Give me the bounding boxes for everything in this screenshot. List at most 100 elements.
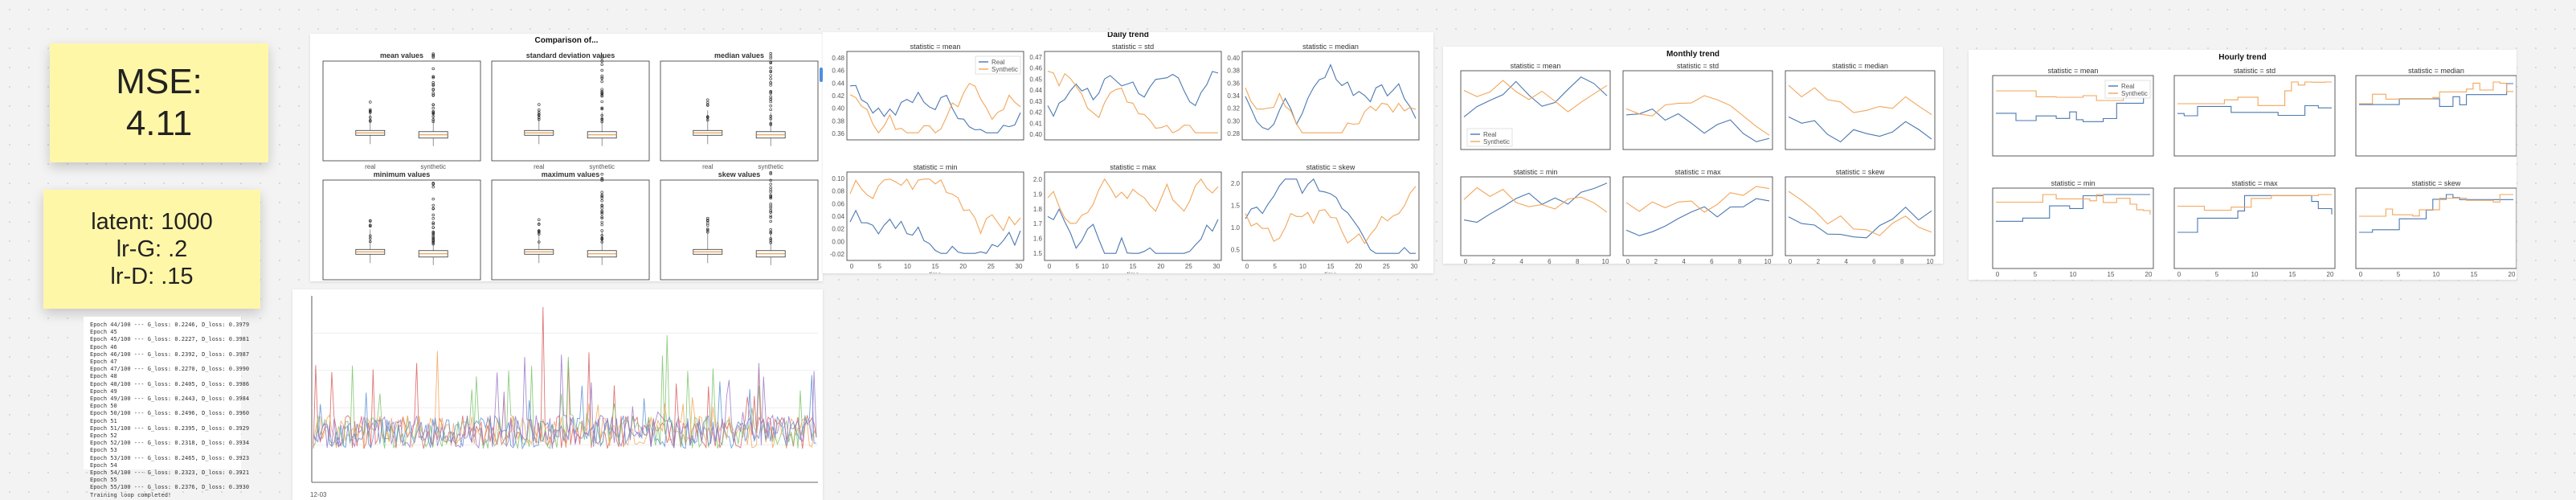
trend-axes	[2355, 75, 2517, 157]
trend-xtick: 20	[1157, 263, 1164, 270]
boxplot-outlier	[538, 109, 541, 112]
trend-xtick: 0	[2177, 271, 2181, 278]
trend-xtick: 5	[2215, 271, 2219, 278]
boxplot-axes	[660, 60, 819, 162]
trend-ytick: 0.42	[1029, 109, 1042, 117]
boxplot-outlier	[431, 111, 435, 115]
synthetic-series-line	[1625, 95, 1770, 136]
trend-ytick: 1.6	[1033, 236, 1043, 243]
boxplot-outlier	[769, 178, 772, 182]
trend-ytick: 0.38	[1227, 68, 1240, 75]
boxplot-outlier	[431, 110, 435, 113]
boxplot-outlier	[600, 63, 603, 67]
trend-ytick: 0.40	[1227, 55, 1240, 62]
params-note[interactable]: latent: 1000 lr-G: .2 lr-D: .15	[43, 190, 260, 309]
boxplot-outlier	[431, 203, 435, 207]
synthetic-series-line	[1625, 186, 1770, 213]
boxplot-outlier	[431, 226, 435, 229]
boxplot-outlier	[600, 178, 603, 182]
boxplot-axes	[660, 179, 819, 281]
boxplot-outlier	[538, 240, 541, 244]
trend-xtick: 20	[959, 263, 967, 270]
boxplot-outlier	[769, 228, 772, 232]
boxplot-outlier	[369, 234, 372, 238]
boxplot-outlier	[769, 203, 772, 206]
log-line: Epoch 51	[90, 417, 117, 424]
trend-xlabel: time	[1126, 271, 1139, 273]
trend-ytick: 1.5	[1033, 250, 1043, 257]
boxplot-outlier	[769, 108, 772, 112]
trend-xtick: 4	[1682, 258, 1686, 264]
real-series-line	[1047, 71, 1219, 117]
trend-xtick: 20	[2327, 271, 2334, 278]
trend-axes	[1992, 75, 2154, 157]
mse-value: 4.11	[125, 104, 193, 143]
boxplot-outlier	[600, 240, 603, 244]
trend-subtitle: statistic = median	[2408, 67, 2464, 75]
boxplot-outlier	[600, 113, 603, 117]
legend-label: Synthetic	[2121, 90, 2148, 97]
legend-label: Real	[992, 59, 1005, 66]
boxplot-subtitle: minimum values	[374, 170, 431, 178]
trend-xtick: 25	[987, 263, 995, 270]
real-series-line	[2177, 105, 2332, 117]
boxplot-outlier	[769, 89, 772, 93]
boxplot-outlier	[600, 120, 603, 124]
boxplot-outlier	[600, 236, 603, 240]
mse-note[interactable]: MSE: 4.11	[50, 43, 268, 162]
log-lines: Epoch 44/100 --- G_loss: 0.2246, D_loss:…	[90, 322, 250, 499]
synthetic-series-line	[1788, 191, 1932, 236]
timeseries-image[interactable]: 12-03	[292, 289, 823, 500]
trend-ytick: 1.7	[1033, 220, 1043, 227]
boxplot-outlier	[369, 111, 372, 114]
trend-xtick: 20	[1355, 263, 1362, 270]
trend-xtick: 20	[2509, 271, 2516, 278]
boxplot-comparison-image[interactable]: Comparison of... mean values real syntheti…	[310, 34, 823, 281]
resize-handle[interactable]	[820, 68, 823, 82]
monthly-trend-image[interactable]: Monthly trend statistic = mean Real Synthe…	[1443, 47, 1943, 264]
boxplot-outlier	[600, 92, 603, 95]
log-line: Epoch 55/100 --- G_loss: 0.2376, D_loss:…	[90, 484, 250, 491]
boxplot-outlier	[706, 219, 709, 222]
trend-axes	[1044, 171, 1222, 261]
boxplot-outlier	[769, 105, 772, 108]
trend-subtitle: statistic = skew	[2412, 179, 2461, 187]
trend-axes	[2173, 75, 2336, 157]
trend-xlabel: time	[2430, 279, 2443, 280]
boxplot-outlier	[600, 88, 603, 91]
boxplot-outlier	[769, 194, 772, 197]
synthetic-series-line	[2177, 194, 2332, 211]
training-log[interactable]: Epoch 44/100 --- G_loss: 0.2246, D_loss:…	[84, 317, 249, 498]
boxplot-outlier	[769, 204, 772, 207]
trend-ytick: 0.06	[832, 200, 844, 207]
monthly-trend-title: Monthly trend	[1666, 50, 1719, 59]
real-series-line	[849, 209, 1021, 254]
boxplot-outlier	[600, 229, 603, 232]
boxplot-outlier	[369, 224, 372, 228]
boxplot-outlier	[769, 186, 772, 190]
boxplot-outlier	[769, 170, 772, 174]
trend-ytick: 2.0	[1033, 176, 1043, 183]
boxplot-outlier	[600, 234, 603, 237]
boxplot-outlier	[369, 236, 372, 240]
log-line: Epoch 45/100 --- G_loss: 0.2227, D_loss:…	[90, 336, 250, 343]
boxplot-outlier	[431, 103, 435, 107]
boxplot-outlier	[431, 240, 435, 244]
log-line: Epoch 52	[90, 432, 117, 440]
boxplot-outlier	[431, 222, 435, 226]
boxplot-outlier	[600, 80, 603, 84]
boxplot-outlier	[769, 61, 772, 65]
hourly-trend-image[interactable]: Hourly trend statistic = mean Real Synthet…	[1969, 50, 2517, 280]
boxplot-outlier	[769, 191, 772, 194]
trend-subtitle: statistic = std	[1677, 62, 1719, 70]
synthetic-series-line	[1245, 87, 1417, 133]
legend-label: Real	[2121, 83, 2135, 90]
daily-trend-image[interactable]: Daily trend statistic = mean 0.36 0.38 0.40…	[823, 32, 1433, 273]
boxplot-outlier	[538, 117, 541, 121]
trend-xtick: 8	[1900, 258, 1904, 264]
log-line: Epoch 53	[90, 447, 117, 454]
synthetic-series-line	[1047, 70, 1218, 133]
trend-ytick: 0.5	[1231, 246, 1241, 253]
trend-xtick: 15	[2108, 271, 2115, 278]
boxplot-category: synthetic	[420, 163, 446, 170]
